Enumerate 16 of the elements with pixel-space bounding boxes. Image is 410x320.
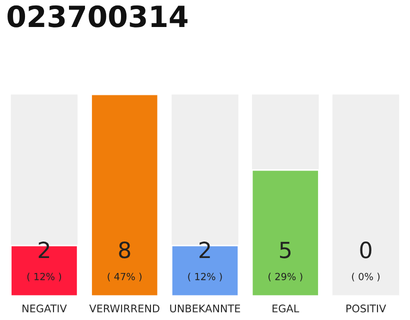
data-label: 5 — [280, 242, 291, 258]
data-label: 8 — [119, 242, 130, 258]
annotation: ( 12% ) — [27, 272, 62, 282]
annotation: ( 47% ) — [108, 272, 142, 282]
chart-title: 023700314 — [8, 5, 188, 28]
annotation: ( 12% ) — [188, 272, 222, 282]
x-tick-label: EGAL — [272, 304, 300, 312]
data-label: 2 — [38, 242, 50, 258]
annotation: ( 29% ) — [268, 272, 302, 282]
x-tick-label: NEGATIV — [22, 304, 67, 312]
annotation: ( 0% ) — [352, 272, 380, 282]
x-tick-label: POSITIV — [346, 304, 386, 312]
data-label: 2 — [200, 242, 210, 258]
x-tick-label: VERWIRREND — [89, 304, 160, 312]
x-tick-label: UNBEKANNTE — [170, 304, 240, 312]
data-label: 0 — [360, 242, 372, 258]
